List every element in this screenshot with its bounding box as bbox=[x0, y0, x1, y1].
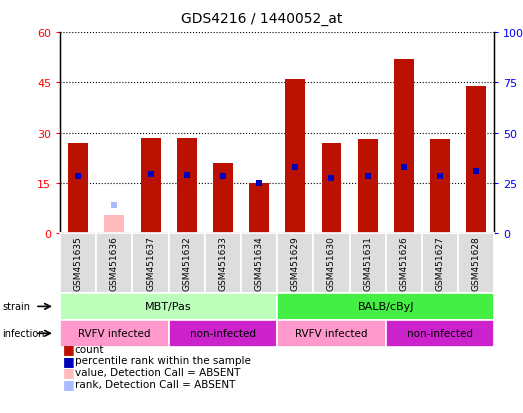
Text: value, Detection Call = ABSENT: value, Detection Call = ABSENT bbox=[75, 367, 240, 377]
Text: ■: ■ bbox=[63, 377, 74, 390]
Text: non-infected: non-infected bbox=[407, 328, 473, 339]
Bar bbox=[105, 215, 124, 233]
Bar bbox=[322, 143, 342, 233]
Text: ■: ■ bbox=[63, 342, 74, 356]
Bar bbox=[430, 140, 450, 233]
Text: GDS4216 / 1440052_at: GDS4216 / 1440052_at bbox=[181, 12, 342, 26]
Text: percentile rank within the sample: percentile rank within the sample bbox=[75, 356, 251, 366]
Text: non-infected: non-infected bbox=[190, 328, 256, 339]
Text: strain: strain bbox=[3, 301, 31, 312]
Text: MBT/Pas: MBT/Pas bbox=[145, 301, 192, 312]
Text: GSM451628: GSM451628 bbox=[472, 236, 481, 291]
Text: infection: infection bbox=[3, 328, 45, 339]
Bar bbox=[358, 140, 378, 233]
Text: rank, Detection Call = ABSENT: rank, Detection Call = ABSENT bbox=[75, 379, 235, 389]
Bar bbox=[69, 143, 88, 233]
Bar bbox=[141, 138, 161, 233]
Text: GSM451632: GSM451632 bbox=[182, 236, 191, 291]
Text: GSM451633: GSM451633 bbox=[219, 236, 228, 291]
Text: ■: ■ bbox=[63, 366, 74, 379]
Bar bbox=[394, 60, 414, 233]
Bar bbox=[213, 163, 233, 233]
Text: RVFV infected: RVFV infected bbox=[78, 328, 151, 339]
Text: GSM451637: GSM451637 bbox=[146, 236, 155, 291]
Text: GSM451626: GSM451626 bbox=[399, 236, 408, 291]
Text: GSM451635: GSM451635 bbox=[74, 236, 83, 291]
Text: count: count bbox=[75, 344, 104, 354]
Text: BALB/cByJ: BALB/cByJ bbox=[357, 301, 414, 312]
Text: GSM451631: GSM451631 bbox=[363, 236, 372, 291]
Bar bbox=[249, 183, 269, 233]
Text: ■: ■ bbox=[63, 354, 74, 367]
Text: GSM451636: GSM451636 bbox=[110, 236, 119, 291]
Bar bbox=[466, 86, 486, 233]
Text: GSM451630: GSM451630 bbox=[327, 236, 336, 291]
Bar bbox=[286, 80, 305, 233]
Text: GSM451627: GSM451627 bbox=[436, 236, 445, 291]
Text: GSM451629: GSM451629 bbox=[291, 236, 300, 291]
Text: GSM451634: GSM451634 bbox=[255, 236, 264, 291]
Text: RVFV infected: RVFV infected bbox=[295, 328, 368, 339]
Bar bbox=[177, 138, 197, 233]
